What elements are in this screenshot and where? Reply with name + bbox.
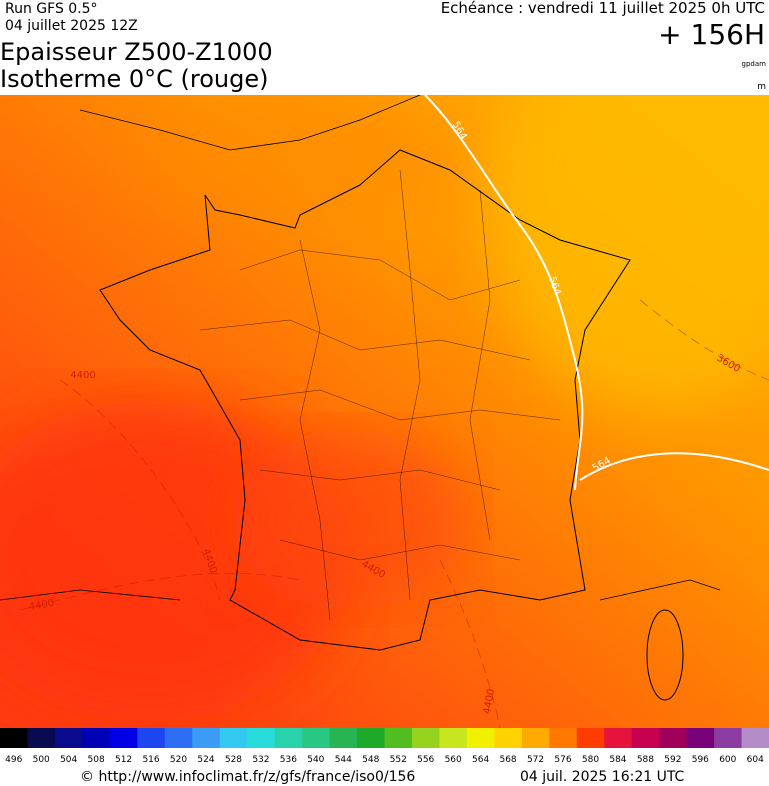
unit-2: m	[757, 82, 766, 92]
legend-label: 524	[197, 755, 214, 765]
legend-swatch	[549, 728, 578, 748]
legend-label: 556	[417, 755, 434, 765]
legend-swatch	[686, 728, 715, 748]
run-label: Run GFS 0.5°	[5, 1, 98, 17]
legend-label: 592	[664, 755, 681, 765]
legend-swatch	[219, 728, 248, 748]
contour-label: 4400	[482, 688, 497, 715]
legend-label: 572	[527, 755, 544, 765]
legend-swatch	[192, 728, 221, 748]
legend-label: 564	[472, 755, 489, 765]
legend-swatch	[0, 728, 28, 748]
legend-swatch	[82, 728, 111, 748]
legend-swatch	[521, 728, 550, 748]
legend-label: 544	[335, 755, 352, 765]
legend-swatch	[274, 728, 303, 748]
legend-label: 508	[88, 755, 105, 765]
legend-swatch	[384, 728, 413, 748]
legend-swatch	[631, 728, 660, 748]
legend-swatch	[27, 728, 56, 748]
contour-label: 4400	[70, 370, 95, 381]
legend-label: 504	[60, 755, 77, 765]
legend-swatch	[329, 728, 358, 748]
legend-label: 604	[747, 755, 764, 765]
legend-swatch	[466, 728, 495, 748]
legend-label: 568	[499, 755, 516, 765]
legend-swatch	[137, 728, 166, 748]
legend-label: 552	[390, 755, 407, 765]
echeance: Echéance : vendredi 11 juillet 2025 0h U…	[441, 0, 765, 17]
contour-label: 4400	[28, 598, 55, 613]
legend-label: 596	[692, 755, 709, 765]
legend-swatch	[714, 728, 743, 748]
legend-swatch	[494, 728, 523, 748]
title-1: Epaisseur Z500-Z1000	[0, 38, 273, 66]
legend-swatch	[439, 728, 468, 748]
legend-label: 560	[445, 755, 462, 765]
legend-label: 532	[252, 755, 269, 765]
title-2: Isotherme 0°C (rouge)	[0, 65, 269, 93]
legend-label: 512	[115, 755, 132, 765]
legend-swatch	[576, 728, 605, 748]
legend-label: 520	[170, 755, 187, 765]
legend-swatch	[164, 728, 193, 748]
source-url: © http://www.infoclimat.fr/z/gfs/france/…	[80, 769, 415, 785]
legend-swatch	[741, 728, 769, 748]
legend-label: 588	[637, 755, 654, 765]
legend-label: 540	[307, 755, 324, 765]
legend-swatch	[357, 728, 385, 748]
color-legend: 496 500 504 508 512 516 520 524 528 532 536 540 544 5…	[0, 728, 769, 765]
legend-label: 536	[280, 755, 297, 765]
legend-swatch	[302, 728, 331, 748]
legend-label: 584	[609, 755, 626, 765]
run-date: 04 juillet 2025 12Z	[5, 18, 138, 34]
lead-time: + 156H	[658, 18, 765, 51]
legend-label: 600	[719, 755, 736, 765]
legend-label: 580	[582, 755, 599, 765]
legend-swatch	[604, 728, 633, 748]
legend-swatch	[54, 728, 83, 748]
legend-swatch	[411, 728, 440, 748]
legend-swatch	[109, 728, 138, 748]
unit-1: gpdam	[742, 60, 767, 68]
generated-time: 04 juil. 2025 16:21 UTC	[520, 769, 685, 785]
legend-swatch	[247, 728, 276, 748]
legend-label: 500	[33, 755, 50, 765]
legend-label: 576	[554, 755, 571, 765]
legend-label: 496	[5, 755, 22, 765]
legend-label: 528	[225, 755, 242, 765]
map	[0, 95, 769, 728]
legend-label: 516	[142, 755, 159, 765]
legend-swatch	[659, 728, 688, 748]
legend-label: 548	[362, 755, 379, 765]
